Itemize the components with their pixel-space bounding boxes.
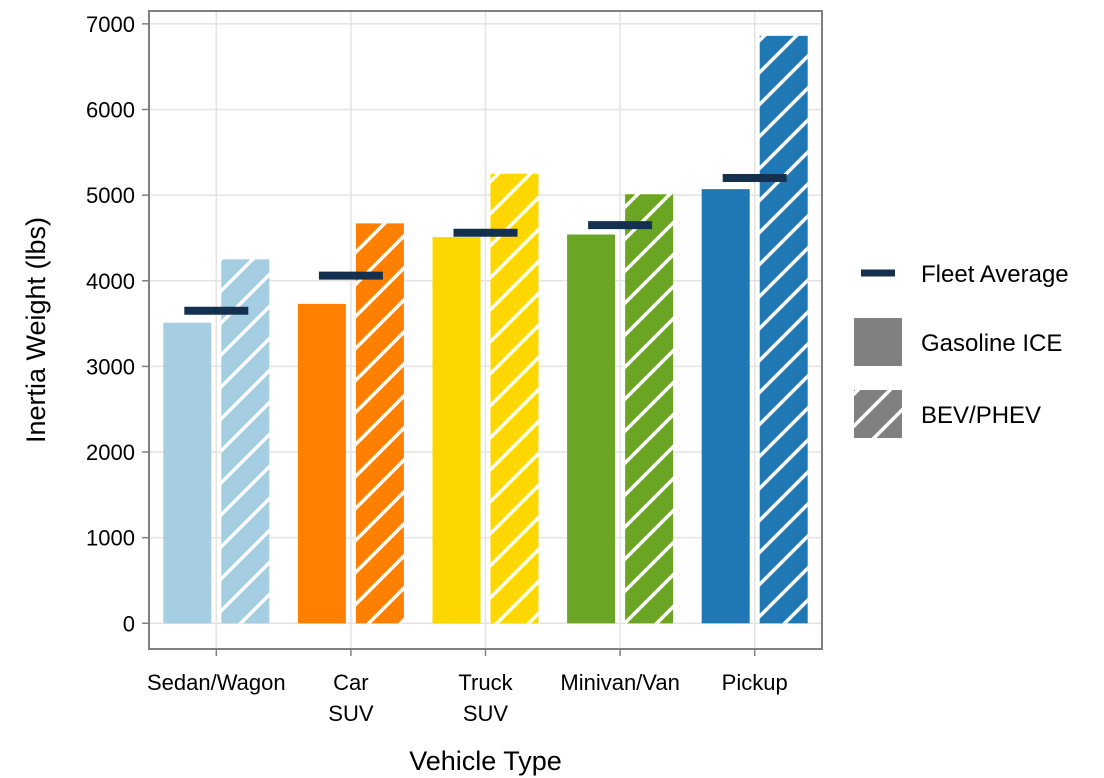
y-tick-label: 1000 [86, 526, 135, 551]
gasoline-ice-bar-1 [163, 322, 212, 624]
gasoline-ice-bar-3 [432, 237, 481, 624]
x-tick-label-line: Sedan/Wagon [147, 670, 286, 695]
y-tick-label: 6000 [86, 97, 135, 122]
x-axis-label: Vehicle Type [409, 746, 562, 776]
legend: Fleet Average Gasoline ICE BEV/PHEV [854, 261, 1069, 438]
bars [163, 35, 808, 624]
legend-swatch-hatch [854, 390, 902, 438]
bev-phev-bar-2 [355, 223, 404, 624]
y-tick-label: 4000 [86, 269, 135, 294]
gasoline-ice-bar-2 [297, 303, 346, 624]
y-tick-label: 3000 [86, 354, 135, 379]
bev-phev-bar-3 [490, 173, 539, 624]
y-axis-ticks: 0 1000 2000 3000 4000 5000 6000 7000 [86, 12, 149, 636]
legend-label: Fleet Average [921, 261, 1069, 288]
legend-label: BEV/PHEV [921, 402, 1041, 429]
y-tick-label: 7000 [86, 12, 135, 37]
x-tick-label-line: SUV [328, 701, 374, 726]
x-tick-label-line: Truck [458, 670, 513, 695]
bev-phev-bar-5 [759, 35, 808, 624]
x-tick-label-line: Pickup [722, 670, 788, 695]
legend-item-fleet-average: Fleet Average [861, 261, 1069, 288]
x-tick-label: Truck SUV [458, 670, 513, 726]
x-tick-label: Car SUV [328, 670, 374, 726]
bev-phev-bar-1 [221, 259, 270, 624]
legend-swatch-solid [854, 318, 902, 366]
legend-item-bev-phev: BEV/PHEV [854, 390, 1041, 438]
x-tick-label: Minivan/Van [560, 670, 679, 695]
y-axis-label: Inertia Weight (lbs) [21, 217, 51, 443]
y-tick-label: 0 [123, 611, 135, 636]
bev-phev-bar-4 [625, 194, 674, 624]
gasoline-ice-bar-4 [567, 234, 616, 624]
y-tick-label: 5000 [86, 183, 135, 208]
x-tick-label: Pickup [722, 670, 788, 695]
y-tick-label: 2000 [86, 440, 135, 465]
x-tick-label-line: Minivan/Van [560, 670, 679, 695]
x-tick-label: Sedan/Wagon [147, 670, 286, 695]
x-tick-label-line: Car [333, 670, 368, 695]
fleet-average-marks [184, 173, 787, 315]
x-tick-label-line: SUV [463, 701, 509, 726]
legend-item-gasoline-ice: Gasoline ICE [854, 318, 1062, 366]
legend-label: Gasoline ICE [921, 330, 1062, 357]
gasoline-ice-bar-5 [701, 189, 750, 624]
x-axis-ticks: Sedan/Wagon Car SUV Truck SUV Minivan/Van Pick… [147, 649, 788, 726]
